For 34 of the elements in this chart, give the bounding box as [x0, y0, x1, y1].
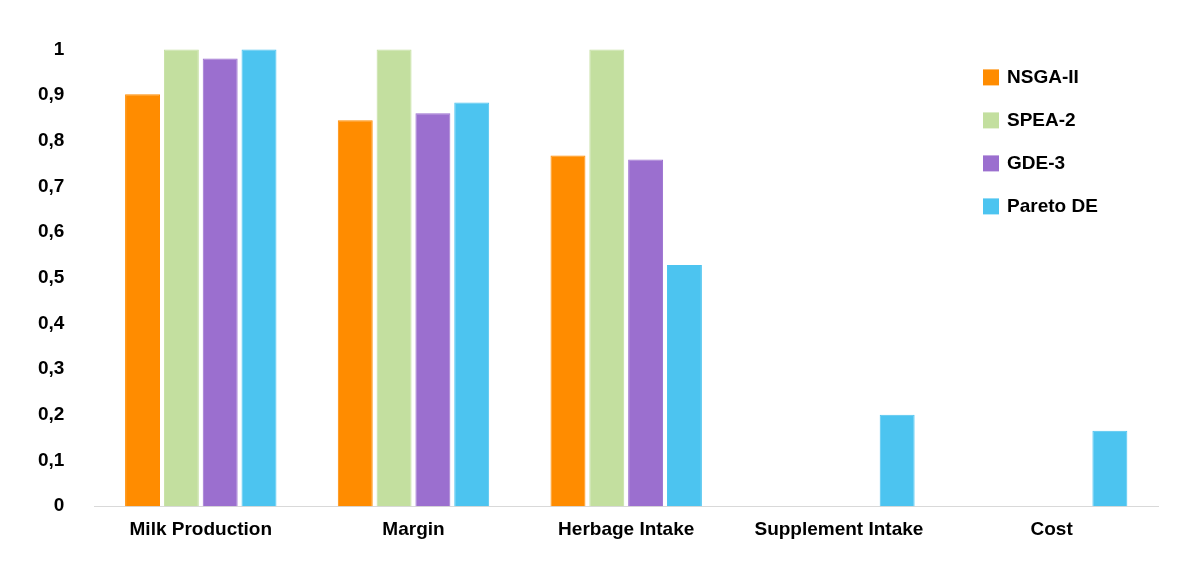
legend-label: NSGA-II	[1007, 65, 1079, 87]
bar	[589, 49, 625, 507]
y-tick-label: 0,1	[37, 448, 65, 470]
bar	[202, 58, 238, 507]
bar	[1092, 430, 1128, 507]
y-tick-label: 0,8	[37, 128, 65, 150]
bar	[241, 49, 277, 507]
legend-label: GDE-3	[1007, 151, 1066, 173]
y-tick-label: 0,4	[37, 311, 65, 333]
x-tick-label: Herbage Intake	[558, 517, 695, 539]
bar	[454, 102, 490, 507]
x-tick-label: Supplement Intake	[754, 517, 924, 539]
legend-label: Pareto DE	[1007, 194, 1098, 216]
bar	[550, 155, 586, 507]
bar	[879, 414, 915, 507]
y-tick-label: 0,5	[37, 266, 65, 288]
y-tick-label: 0,3	[37, 357, 65, 379]
y-tick-label: 0,9	[37, 83, 65, 105]
bar	[666, 265, 702, 507]
x-tick-label: Margin	[382, 517, 445, 539]
bar	[415, 113, 451, 507]
bar	[163, 49, 199, 507]
y-tick-label: 1	[53, 37, 65, 59]
bar	[628, 159, 664, 507]
bar	[376, 49, 412, 507]
y-tick-label: 0,6	[37, 220, 65, 242]
x-tick-label: Milk Production	[129, 517, 273, 539]
y-tick-label: 0	[53, 494, 65, 516]
x-tick-label: Cost	[1030, 517, 1074, 539]
bar	[125, 94, 161, 507]
y-tick-label: 0,2	[37, 403, 65, 425]
legend-label: SPEA-2	[1007, 108, 1076, 130]
bar	[337, 120, 373, 507]
y-tick-label: 0,7	[37, 174, 65, 196]
